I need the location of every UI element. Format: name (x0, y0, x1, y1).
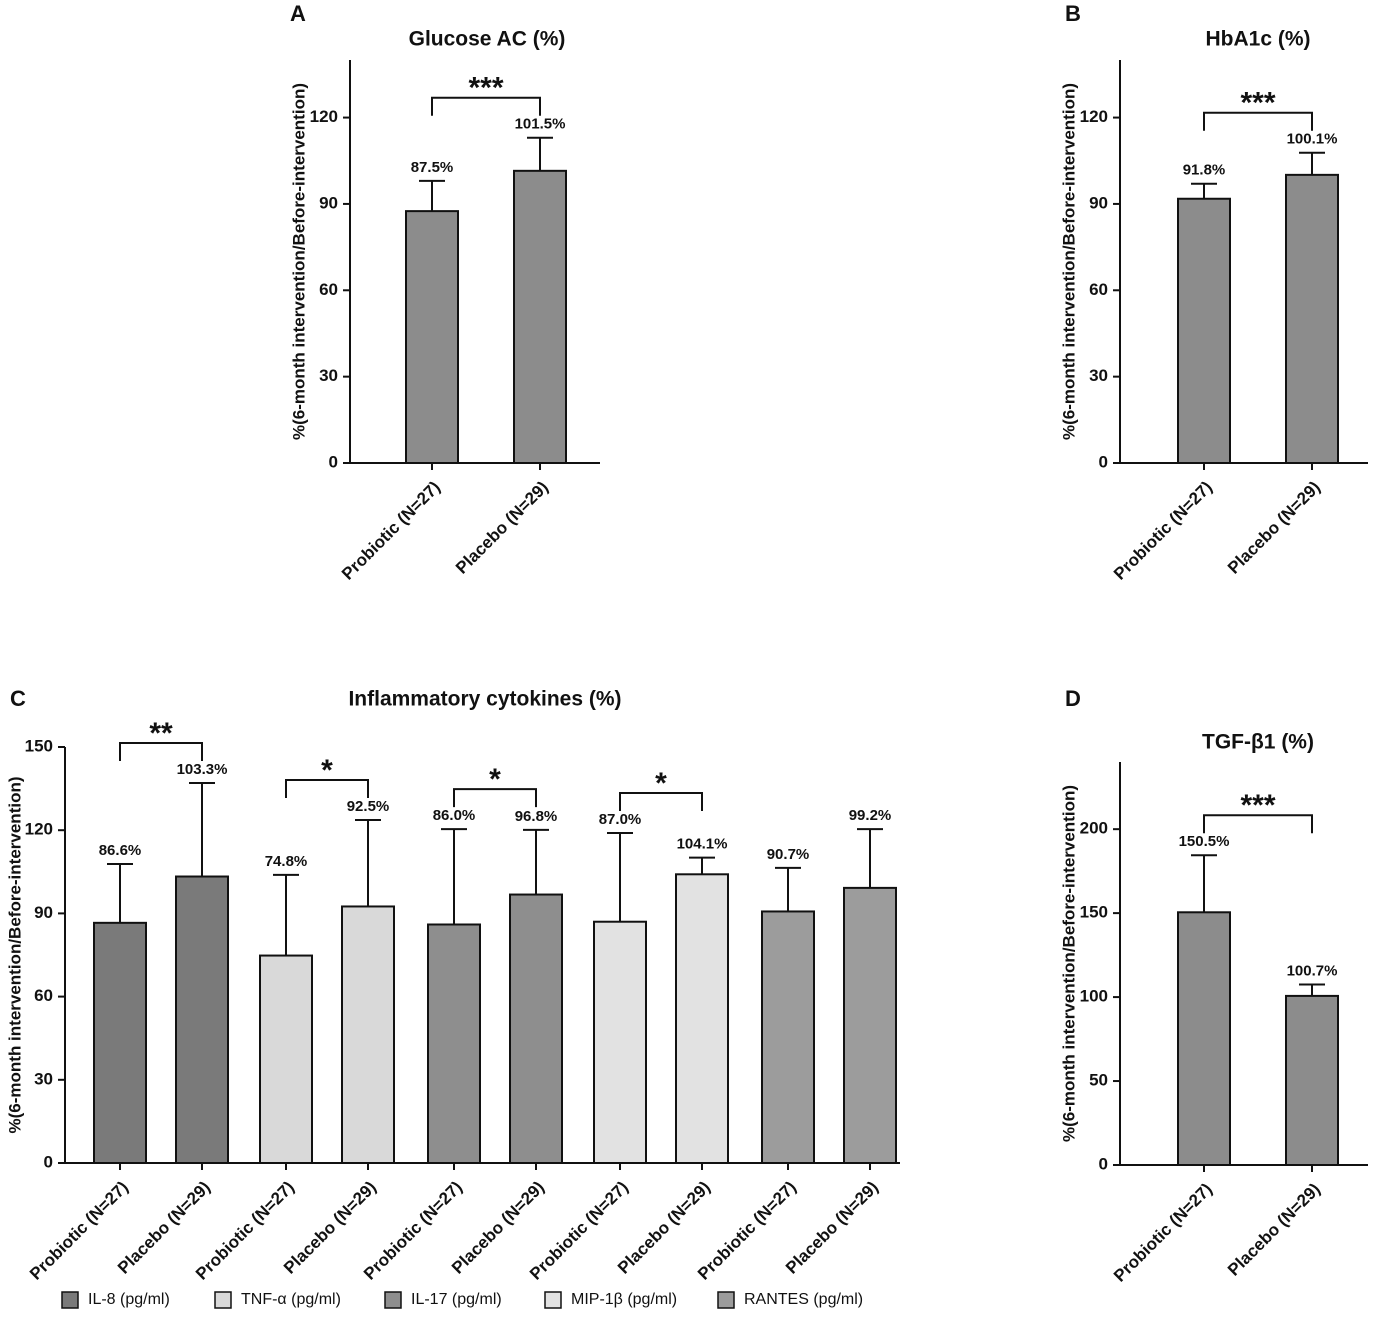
significance-label: * (321, 754, 333, 787)
value-label: 86.6% (99, 842, 142, 859)
significance-label: * (489, 763, 501, 796)
y-tick-label: 100 (1080, 987, 1108, 1006)
y-tick-label: 0 (1099, 1154, 1108, 1173)
significance-bracket (119, 742, 203, 762)
value-label: 99.2% (849, 807, 892, 824)
bar (513, 169, 567, 464)
bar (675, 873, 729, 1165)
chart-title: TGF-β1 (%) (1202, 731, 1314, 754)
y-tick-label: 0 (1099, 452, 1108, 471)
bar (509, 893, 563, 1164)
value-label: 86.0% (433, 807, 476, 824)
y-tick-label: 0 (44, 1152, 53, 1171)
value-label: 90.7% (767, 846, 810, 863)
y-tick-label: 0 (329, 452, 338, 471)
bar (405, 210, 459, 464)
legend-label: RANTES (pg/ml) (744, 1291, 863, 1308)
y-tick-label: 120 (25, 820, 53, 839)
x-tick-label: Probiotic (N=27) (26, 1178, 132, 1284)
y-tick-label: 120 (310, 107, 338, 126)
significance-bracket (1203, 111, 1313, 131)
value-label: 87.0% (599, 811, 642, 828)
value-label: 87.5% (411, 159, 454, 176)
bar (175, 875, 229, 1164)
y-tick-label: 90 (34, 903, 53, 922)
bar (259, 954, 313, 1165)
bar (761, 910, 815, 1165)
value-label: 74.8% (265, 853, 308, 870)
legend-label: TNF-α (pg/ml) (241, 1291, 341, 1308)
significance-label: *** (468, 72, 503, 105)
y-tick-label: 150 (25, 736, 53, 755)
value-label: 100.7% (1287, 962, 1338, 979)
y-tick-label: 60 (34, 986, 53, 1005)
y-tick-label: 200 (1080, 819, 1108, 838)
value-label: 104.1% (677, 836, 728, 853)
bar (427, 923, 481, 1165)
y-tick-label: 90 (1089, 193, 1108, 212)
value-label: 150.5% (1179, 833, 1230, 850)
panel-label: A (290, 1, 306, 26)
y-axis-label: %(6-month intervention/Before-interventi… (5, 776, 24, 1133)
significance-label: *** (1240, 87, 1275, 120)
y-tick-label: 30 (34, 1069, 53, 1088)
significance-label: ** (149, 717, 173, 750)
y-tick-label: 60 (1089, 280, 1108, 299)
panel-label: C (10, 686, 26, 711)
y-axis-label: %(6-month intervention/Before-interventi… (1059, 785, 1078, 1142)
y-axis-label: %(6-month intervention/Before-interventi… (1059, 83, 1078, 440)
significance-bracket (619, 791, 703, 811)
panel-label: D (1065, 686, 1081, 711)
value-label: 92.5% (347, 798, 390, 815)
value-label: 96.8% (515, 808, 558, 825)
legend-label: IL-17 (pg/ml) (411, 1291, 502, 1308)
y-axis-label: %(6-month intervention/Before-interventi… (289, 83, 308, 440)
panel-label: B (1065, 1, 1081, 26)
legend-swatch (214, 1291, 232, 1309)
value-label: 100.1% (1287, 131, 1338, 148)
bar (341, 905, 395, 1164)
x-tick-label: Placebo (N=29) (452, 478, 552, 578)
legend-label: IL-8 (pg/ml) (88, 1291, 170, 1308)
x-tick-label: Probiotic (N=27) (338, 478, 444, 584)
x-tick-label: Placebo (N=29) (1224, 478, 1324, 578)
chart-title: Inflammatory cytokines (%) (348, 688, 621, 711)
significance-bracket (1203, 814, 1313, 834)
value-label: 103.3% (177, 761, 228, 778)
x-tick-label: Placebo (N=29) (1224, 1180, 1324, 1280)
chart-title: Glucose AC (%) (409, 28, 566, 51)
legend-swatch (717, 1291, 735, 1309)
bar (1285, 994, 1339, 1166)
x-tick-label: Probiotic (N=27) (1110, 478, 1216, 584)
y-tick-label: 60 (319, 280, 338, 299)
legend-swatch (61, 1291, 79, 1309)
x-tick-label: Probiotic (N=27) (1110, 1180, 1216, 1286)
significance-bracket (431, 96, 541, 116)
legend-swatch (544, 1291, 562, 1309)
value-label: 101.5% (515, 116, 566, 133)
y-tick-label: 50 (1089, 1071, 1108, 1090)
y-tick-label: 120 (1080, 107, 1108, 126)
value-label: 91.8% (1183, 162, 1226, 179)
significance-label: *** (1240, 789, 1275, 822)
legend-label: MIP-1β (pg/ml) (571, 1291, 677, 1308)
legend-swatch (384, 1291, 402, 1309)
y-tick-label: 30 (319, 366, 338, 385)
significance-label: * (655, 767, 667, 800)
bar (1177, 911, 1231, 1166)
bar (93, 921, 147, 1165)
bar (1177, 197, 1231, 465)
significance-bracket (453, 788, 537, 808)
bar (843, 886, 897, 1164)
significance-bracket (285, 778, 369, 798)
y-tick-label: 30 (1089, 366, 1108, 385)
y-tick-label: 90 (319, 193, 338, 212)
bar (1285, 173, 1339, 464)
y-tick-label: 150 (1080, 903, 1108, 922)
chart-title: HbA1c (%) (1205, 28, 1310, 51)
bar (593, 920, 647, 1164)
